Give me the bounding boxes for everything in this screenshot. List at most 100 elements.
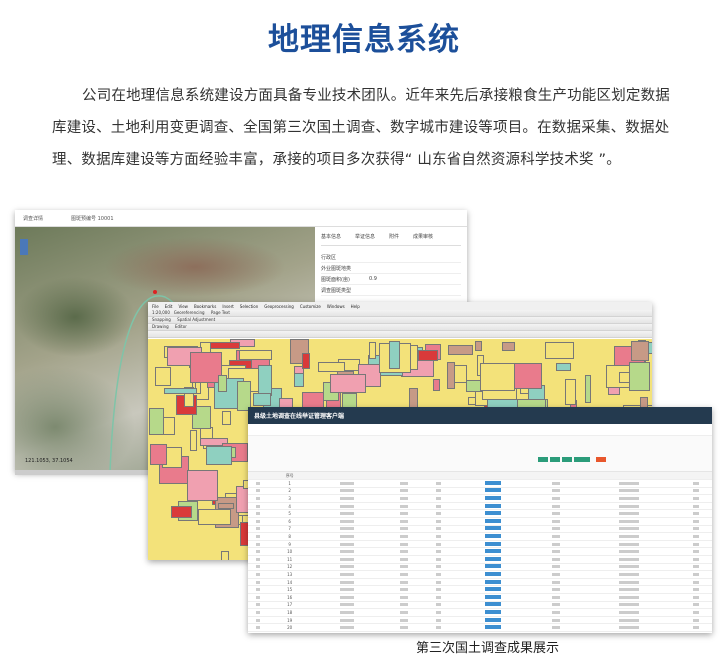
land-parcel <box>317 361 345 373</box>
table-row[interactable]: 15 <box>248 585 712 594</box>
tab[interactable]: 基本信息 <box>321 234 342 240</box>
land-parcel <box>630 340 650 361</box>
row-number: 10 <box>268 547 311 557</box>
row-number: 6 <box>268 517 311 526</box>
view-button[interactable] <box>485 511 501 516</box>
view-button[interactable] <box>485 587 501 592</box>
view-button[interactable] <box>485 572 501 577</box>
row-number: 4 <box>268 502 311 511</box>
land-parcel <box>239 350 272 360</box>
table-row[interactable]: 7 <box>248 525 712 534</box>
row-number: 5 <box>268 509 311 519</box>
table-row[interactable]: 3 <box>248 494 712 503</box>
tab[interactable]: 成果审核 <box>413 234 434 240</box>
view-button[interactable] <box>485 564 501 569</box>
table-row[interactable]: 14 <box>248 578 712 587</box>
row-number: 1 <box>268 479 311 488</box>
menu-item[interactable]: Selection <box>239 303 259 309</box>
row-number: 11 <box>268 555 311 564</box>
menu-item[interactable]: View <box>178 303 188 309</box>
table-row[interactable]: 17 <box>248 601 712 610</box>
field-label: 图斑面积(亩) <box>321 276 350 283</box>
table-row[interactable]: 16 <box>248 593 712 602</box>
view-button[interactable] <box>485 503 501 508</box>
view-button[interactable] <box>485 579 501 584</box>
toolbar-label: Snapping <box>152 317 171 322</box>
table-row[interactable]: 2 <box>248 487 712 496</box>
land-parcel <box>155 367 172 387</box>
view-button[interactable] <box>485 480 501 485</box>
web-client-screenshot: 县级土地调查在线举证管理客户端 序号 1 2 3 4 5 6 7 8 9 10 11 12 13 14 15 1… <box>248 407 712 633</box>
tab[interactable]: 附件 <box>389 234 400 240</box>
land-parcel <box>565 378 577 405</box>
table-row[interactable]: 1 <box>248 479 712 488</box>
land-parcel <box>293 373 305 387</box>
land-parcel <box>171 506 193 519</box>
view-button[interactable] <box>485 609 501 614</box>
menu-item[interactable]: Edit <box>164 303 173 309</box>
table-row[interactable]: 18 <box>248 608 712 617</box>
row-number: 21 <box>268 631 311 633</box>
table-row[interactable]: 4 <box>248 502 712 511</box>
table-row[interactable]: 9 <box>248 540 712 549</box>
menu-item[interactable]: Bookmarks <box>193 303 217 309</box>
view-button[interactable] <box>485 556 501 561</box>
land-parcel <box>163 387 198 394</box>
menu-item[interactable]: Customize <box>299 303 321 309</box>
view-button[interactable] <box>485 549 501 554</box>
menu-item[interactable]: Windows <box>326 303 345 309</box>
view-button[interactable] <box>485 518 501 523</box>
table-row[interactable]: 12 <box>248 563 712 572</box>
land-parcel <box>513 362 543 389</box>
toolbar-label: Drawing <box>152 324 169 329</box>
toolbar-label: Spatial Adjustment <box>177 317 216 322</box>
app-title: 县级土地调查在线举证管理客户端 <box>254 413 345 420</box>
table-row[interactable]: 21 <box>248 631 712 633</box>
tab[interactable]: 举证信息 <box>355 234 376 240</box>
land-parcel <box>149 443 167 465</box>
page-title: 地理信息系统 <box>268 22 460 58</box>
land-parcel <box>237 380 252 411</box>
land-parcel <box>221 410 231 426</box>
menu-item[interactable]: File <box>152 303 159 309</box>
land-parcel <box>418 350 439 361</box>
table-row[interactable]: 5 <box>248 509 712 519</box>
row-number: 12 <box>268 563 311 572</box>
menu-item[interactable]: Geoprocessing <box>264 303 294 309</box>
table-row[interactable]: 20 <box>248 623 712 632</box>
land-parcel <box>475 340 482 352</box>
table-row[interactable]: 8 <box>248 532 712 541</box>
table-row[interactable]: 19 <box>248 616 712 625</box>
land-parcel <box>432 379 441 391</box>
header-label: 调查详情 <box>23 215 44 222</box>
view-button[interactable] <box>485 594 501 599</box>
row-number: 17 <box>268 601 311 610</box>
view-button[interactable] <box>485 488 501 493</box>
data-table: 序号123456789101112131415161718192021 <box>248 472 712 633</box>
view-button[interactable] <box>485 602 501 607</box>
view-button[interactable] <box>485 526 501 531</box>
row-number: 13 <box>268 570 311 579</box>
land-parcel <box>205 445 232 465</box>
toolbar-label: Page Text <box>210 310 230 315</box>
view-button[interactable] <box>485 541 501 546</box>
land-parcel <box>210 342 240 349</box>
table-row[interactable]: 11 <box>248 555 712 564</box>
land-parcel <box>187 470 219 502</box>
field-label: 行政区 <box>321 254 337 261</box>
row-number: 14 <box>268 578 311 587</box>
menu-item[interactable]: Help <box>350 303 360 309</box>
view-button[interactable] <box>485 496 501 501</box>
land-parcel <box>447 362 455 390</box>
menu-item[interactable]: Insert <box>222 303 234 309</box>
table-row[interactable]: 10 <box>248 547 712 557</box>
scale-box[interactable]: 1:20,000 <box>152 310 170 315</box>
filter-panel <box>248 436 712 472</box>
view-button[interactable] <box>485 617 501 622</box>
view-button[interactable] <box>485 625 501 630</box>
land-parcel <box>480 362 516 391</box>
table-row[interactable]: 13 <box>248 570 712 579</box>
land-parcel <box>389 341 401 369</box>
table-row[interactable]: 6 <box>248 517 712 526</box>
view-button[interactable] <box>485 534 501 539</box>
